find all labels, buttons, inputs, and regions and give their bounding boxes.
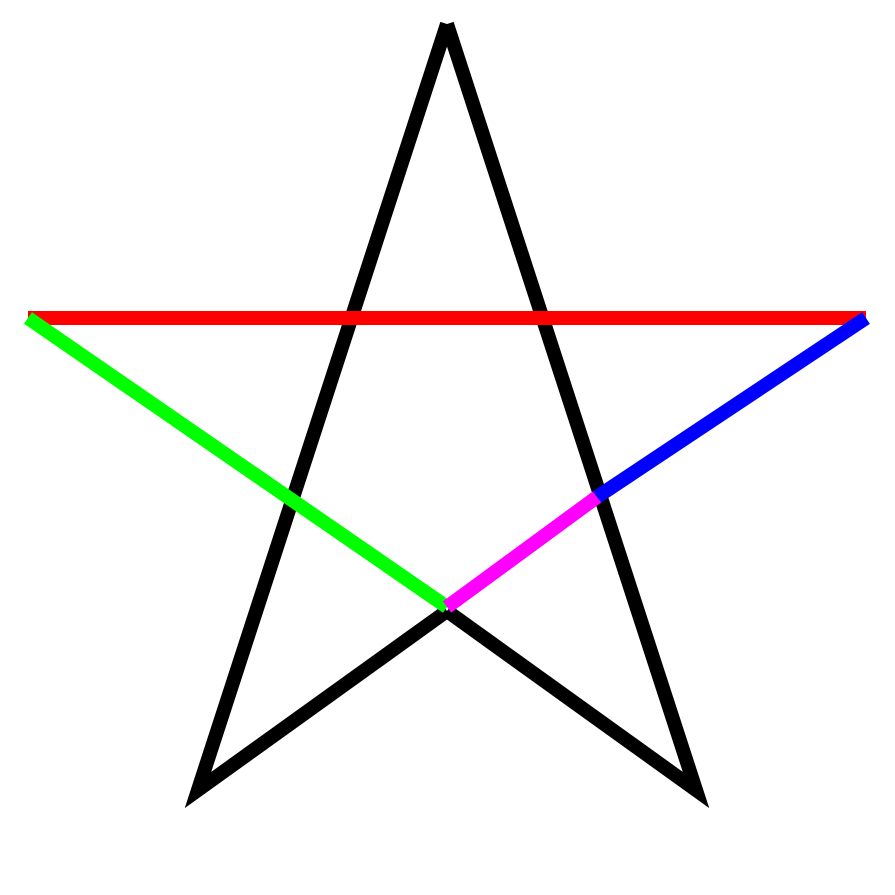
green-segment: [24, 312, 451, 613]
magenta-segment: [442, 491, 602, 613]
star-outline-right: [440, 21, 710, 809]
star-outline-left: [184, 21, 454, 809]
blue-segment: [593, 312, 870, 503]
